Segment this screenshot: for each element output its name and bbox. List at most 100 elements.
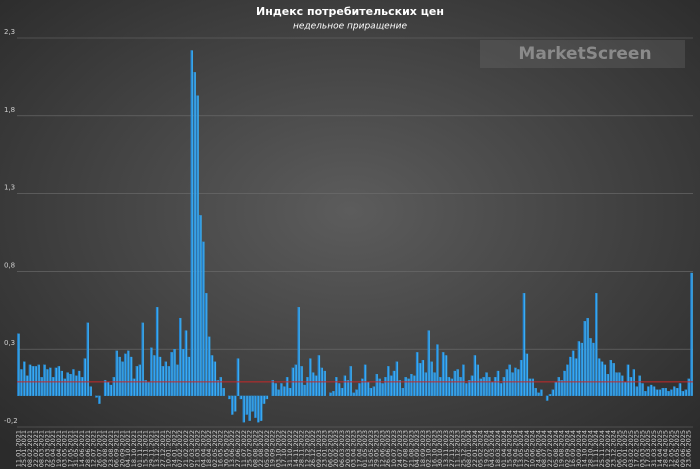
bar bbox=[199, 215, 202, 396]
bar bbox=[580, 342, 583, 396]
bar bbox=[491, 381, 494, 396]
x-tick-label: 18.04.2022 bbox=[205, 430, 213, 467]
bar bbox=[600, 361, 604, 396]
x-tick-label: 15.11.2021 bbox=[142, 430, 150, 467]
x-tick-label: 13.05.2024 bbox=[517, 430, 525, 467]
bar bbox=[381, 383, 384, 396]
bar bbox=[670, 389, 673, 396]
y-tick-label: 2,3 bbox=[4, 28, 15, 36]
bar bbox=[219, 377, 222, 396]
x-tick-label: 04.10.2021 bbox=[124, 430, 132, 467]
bar bbox=[681, 391, 685, 396]
bar bbox=[375, 373, 378, 396]
x-tick-label: 01.04.2024 bbox=[500, 430, 508, 467]
bar bbox=[609, 359, 612, 396]
bar bbox=[462, 364, 465, 396]
bar bbox=[77, 370, 81, 396]
x-tick-label: 07.08.2023 bbox=[402, 430, 410, 467]
x-tick-label: 07.03.2022 bbox=[188, 430, 196, 467]
bar bbox=[349, 366, 352, 396]
x-tick-label: 31.03.2025 bbox=[650, 430, 658, 467]
bar bbox=[655, 389, 659, 396]
bar bbox=[418, 363, 422, 396]
x-tick-label: 24.07.2023 bbox=[396, 430, 404, 467]
x-tick-label: 20.09.2021 bbox=[118, 430, 126, 467]
bar bbox=[508, 364, 511, 396]
x-tick-label: 19.04.2021 bbox=[55, 430, 63, 467]
bar bbox=[83, 358, 87, 396]
bar bbox=[184, 330, 188, 396]
bar bbox=[615, 372, 618, 396]
bar bbox=[343, 375, 347, 396]
x-tick-label: 29.11.2021 bbox=[147, 430, 155, 467]
x-tick-label: 30.09.2024 bbox=[575, 430, 583, 467]
bar bbox=[277, 389, 280, 396]
bar bbox=[245, 395, 248, 415]
x-tick-label: 31.05.2021 bbox=[72, 430, 80, 467]
x-tick-label: 19.02.2024 bbox=[482, 430, 490, 467]
x-tick-label: 04.09.2023 bbox=[413, 430, 421, 467]
bar bbox=[109, 384, 113, 396]
bar bbox=[439, 377, 442, 396]
bar bbox=[586, 317, 589, 396]
bar bbox=[592, 342, 595, 396]
bar bbox=[358, 383, 361, 396]
bar bbox=[577, 341, 581, 396]
x-tick-label: 24.01.2022 bbox=[170, 430, 178, 467]
bar bbox=[560, 380, 563, 396]
x-tick-label: 06.02.2023 bbox=[326, 430, 334, 467]
bar bbox=[112, 377, 115, 396]
x-tick-label: 16.05.2022 bbox=[217, 430, 225, 467]
x-tick-label: 25.07.2022 bbox=[246, 430, 254, 467]
bar bbox=[525, 353, 529, 396]
bar bbox=[389, 375, 393, 396]
x-tick-label: 09.08.2021 bbox=[101, 430, 109, 467]
x-tick-label: 14.04.2025 bbox=[656, 430, 664, 467]
bar bbox=[170, 352, 173, 396]
bar bbox=[574, 358, 578, 396]
bar bbox=[473, 355, 477, 396]
x-tick-label: 06.09.2021 bbox=[113, 430, 121, 467]
bar bbox=[690, 272, 693, 396]
bar bbox=[450, 378, 453, 396]
bar bbox=[127, 350, 130, 396]
bar bbox=[644, 391, 647, 396]
bar bbox=[485, 372, 488, 396]
bar bbox=[479, 378, 482, 396]
bar bbox=[623, 381, 627, 396]
bar bbox=[641, 383, 644, 396]
bar bbox=[433, 372, 436, 396]
bar bbox=[216, 380, 219, 396]
plot-area: -0,20,30,81,31,82,311.01.202125.01.20210… bbox=[4, 28, 693, 467]
bar bbox=[288, 388, 292, 396]
bar bbox=[387, 366, 390, 396]
x-tick-label: 12.06.2023 bbox=[378, 430, 386, 467]
x-tick-label: 16.09.2024 bbox=[569, 430, 577, 467]
bar bbox=[103, 380, 107, 396]
x-tick-label: 27.05.2024 bbox=[523, 430, 531, 467]
bar bbox=[664, 388, 667, 396]
x-tick-label: 03.05.2021 bbox=[61, 430, 69, 467]
x-tick-label: 16.10.2023 bbox=[430, 430, 438, 467]
bar bbox=[129, 356, 133, 396]
bar bbox=[23, 361, 26, 396]
x-tick-label: 28.06.2021 bbox=[84, 430, 92, 467]
bar bbox=[303, 384, 306, 396]
bar bbox=[28, 364, 32, 396]
x-tick-label: 19.08.2024 bbox=[558, 430, 566, 467]
bar bbox=[300, 366, 303, 396]
x-tick-label: 08.08.2022 bbox=[251, 430, 259, 467]
x-tick-label: 17.02.2025 bbox=[633, 430, 641, 467]
x-tick-label: 17.10.2022 bbox=[280, 430, 288, 467]
bar bbox=[75, 375, 78, 396]
bar bbox=[233, 395, 237, 412]
x-tick-label: 10.07.2023 bbox=[390, 430, 398, 467]
bar bbox=[294, 364, 297, 396]
x-tick-label: 25.11.2024 bbox=[598, 430, 606, 467]
x-tick-label: 22.02.2021 bbox=[32, 430, 40, 467]
bar bbox=[144, 380, 147, 396]
x-tick-label: 25.12.2023 bbox=[459, 430, 467, 467]
bar bbox=[181, 349, 185, 396]
y-tick-label: 0,8 bbox=[4, 261, 15, 269]
bar bbox=[314, 375, 318, 396]
